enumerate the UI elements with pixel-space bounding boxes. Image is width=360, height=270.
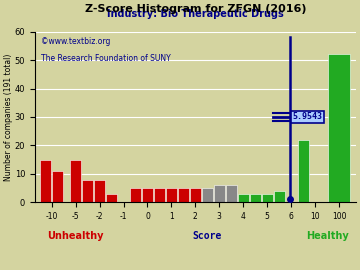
Bar	[82, 180, 93, 202]
Bar	[130, 188, 141, 202]
Bar	[142, 188, 153, 202]
Bar	[190, 188, 201, 202]
Bar	[166, 188, 177, 202]
Bar	[328, 54, 350, 202]
Bar	[214, 185, 225, 202]
Title: Z-Score Histogram for ZFGN (2016): Z-Score Histogram for ZFGN (2016)	[85, 4, 306, 14]
Bar	[52, 171, 63, 202]
Text: Score: Score	[193, 231, 222, 241]
Text: Unhealthy: Unhealthy	[48, 231, 104, 241]
Bar	[70, 160, 81, 202]
Bar	[202, 188, 213, 202]
Bar	[94, 180, 105, 202]
Bar	[238, 194, 249, 202]
Text: Healthy: Healthy	[306, 231, 348, 241]
Bar	[178, 188, 189, 202]
Bar	[40, 160, 51, 202]
Text: ©www.textbiz.org: ©www.textbiz.org	[41, 37, 111, 46]
Text: 5.9543: 5.9543	[292, 112, 323, 122]
Bar	[106, 194, 117, 202]
Text: The Research Foundation of SUNY: The Research Foundation of SUNY	[41, 54, 171, 63]
Bar	[154, 188, 165, 202]
Bar	[226, 185, 237, 202]
Bar	[262, 194, 273, 202]
Bar	[250, 194, 261, 202]
Y-axis label: Number of companies (191 total): Number of companies (191 total)	[4, 53, 13, 181]
Text: Industry: Bio Therapeutic Drugs: Industry: Bio Therapeutic Drugs	[107, 9, 284, 19]
Bar	[298, 140, 309, 202]
Bar	[274, 191, 285, 202]
